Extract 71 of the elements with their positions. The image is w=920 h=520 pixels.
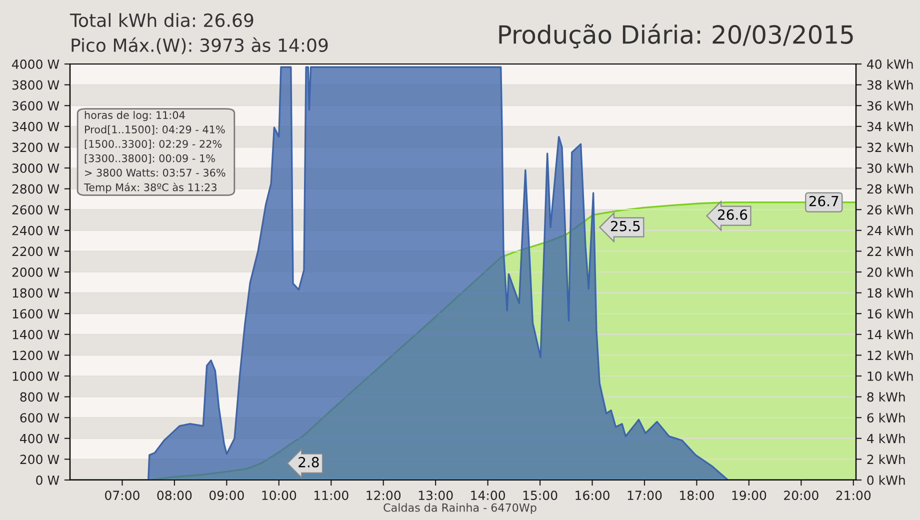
data-label: 2.8 [298,456,319,468]
y-tick-label: 200 W [20,454,60,464]
y2-tick-label: 2 kWh [867,454,905,464]
chart-title: Produção Diária: 20/03/2015 [499,24,853,48]
y2-tick-label: 38 kWh [867,80,913,90]
x-tick-label: 19:00 [732,490,766,500]
y2-tick-label: 12 kWh [868,350,913,360]
x-tick-label: 07:00 [105,490,140,500]
y2-tick-label: 10 kWh [868,371,913,381]
y2-tick-label: 0 kWh [867,475,905,485]
y2-tick-label: 4 kWh [867,434,905,444]
x-tick-label: 10:00 [262,490,296,500]
y-tick-label: 1000 W [12,371,60,381]
y-tick-label: 2400 W [12,226,60,236]
annotation: [3300..3800]: 00:09 - 1% [84,154,215,164]
y-tick-label: 3200 W [12,142,60,152]
y2-tick-label: 26 kWh [867,204,913,215]
x-tick-label: 08:00 [157,490,192,500]
y-tick-label: 3400 W [12,122,60,132]
x-tick-label: 13:00 [418,490,453,500]
x-tick-label: 12:00 [366,490,401,500]
y2-tick-label: 36 kWh [867,100,913,111]
y2-tick-label: 24 kWh [867,226,913,236]
y2-tick-label: 8 kWh [867,392,905,402]
y-tick-label: 1200 W [12,350,60,360]
x-tick-label: 09:00 [209,490,244,500]
text: Pico Máx.(W): 3973 às 14:09 [72,37,328,54]
y2-tick-label: 34 kWh [867,122,913,132]
y-tick-label: 2800 W [12,184,60,194]
y2-tick-label: 16 kWh [868,308,913,319]
y2-tick-label: 28 kWh [867,184,913,194]
y-tick-label: 800 W [20,392,60,402]
y-tick-label: 1600 W [12,309,60,319]
x-tick-label: 14:00 [471,490,505,500]
y-tick-label: 2600 W [12,205,60,215]
y-tick-label: 2200 W [12,246,60,256]
y-tick-label: 3600 W [12,101,60,111]
data-label: 26.6 [718,209,748,220]
y2-tick-label: 18 kWh [868,288,913,298]
annotation: Temp Máx: 38ºC às 11:23 [84,182,216,194]
y2-tick-label: 30 kWh [867,163,913,173]
y2-tick-label: 32 kWh [867,142,913,152]
x-tick-label: 11:00 [314,490,348,500]
x-tick-label: 17:00 [628,490,662,500]
y-tick-label: 400 W [20,434,60,444]
x-tick-label: 21:00 [836,490,871,500]
y-tick-label: 0 W [36,475,60,485]
y-tick-label: 3000 W [12,163,60,173]
y-tick-label: 600 W [20,413,60,423]
annotation: Prod[1..1500]: 04:29 - 41% [85,125,225,135]
y2-tick-label: 14 kWh [868,330,913,340]
y2-tick-label: 20 kWh [867,267,913,277]
data-label: 26.7 [809,196,838,206]
text: Caldas da Rainha - 6470Wp [384,503,536,514]
x-tick-label: 18:00 [680,490,714,500]
y-tick-label: 1400 W [12,330,60,340]
y2-tick-label: 22 kWh [867,246,913,256]
data-label: 25.5 [610,220,640,232]
x-tick-label: 20:00 [784,490,818,500]
y-tick-label: 3800 W [12,80,60,90]
annotation: [1500..3300]: 02:29 - 22% [84,140,222,150]
x-tick-label: 16:00 [576,490,610,500]
y-tick-label: 2000 W [12,267,60,277]
y2-tick-label: 6 kWh [867,412,905,423]
text: Total kWh dia: 26.69 [70,13,254,28]
y-tick-label: 4000 W [12,59,60,69]
y-tick-label: 1800 W [12,288,60,298]
y2-tick-label: 40 kWh [867,59,913,69]
x-tick-label: 15:00 [523,490,558,500]
annotation: > 3800 Watts: 03:57 - 36% [85,168,226,177]
annotation: horas de log: 11:04 [84,110,185,122]
